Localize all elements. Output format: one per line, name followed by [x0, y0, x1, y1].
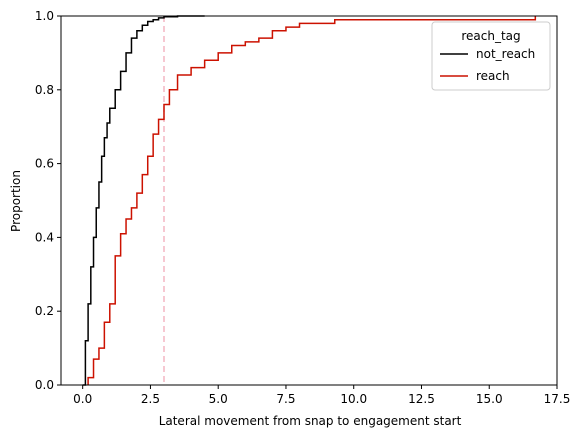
y-axis-label: Proportion — [9, 170, 23, 232]
legend-title: reach_tag — [461, 29, 520, 43]
x-tick-label: 5.0 — [209, 392, 228, 406]
plot-frame — [60, 15, 558, 386]
y-tick-label: 0.2 — [35, 304, 54, 318]
legend-box — [431, 21, 551, 91]
x-tick-label: 7.5 — [276, 392, 295, 406]
legend: reach_tag not_reach reach — [431, 21, 551, 91]
legend-label-not-reach: not_reach — [476, 47, 535, 61]
x-tick-label: 0.0 — [73, 392, 92, 406]
y-tick-label: 0.8 — [35, 83, 54, 97]
y-axis: 0.0 0.2 0.4 0.6 0.8 1.0 — [35, 9, 61, 392]
y-tick-label: 0.0 — [35, 378, 54, 392]
y-tick-label: 1.0 — [35, 9, 54, 23]
legend-label-reach: reach — [476, 69, 510, 83]
y-tick-label: 0.6 — [35, 157, 54, 171]
x-tick-label: 12.5 — [408, 392, 435, 406]
plot-area — [60, 15, 558, 386]
x-axis: 0.0 2.5 5.0 7.5 10.0 12.5 15.0 17.5 — [73, 385, 570, 406]
x-tick-label: 15.0 — [476, 392, 503, 406]
x-tick-label: 2.5 — [141, 392, 160, 406]
x-axis-label: Lateral movement from snap to engagement… — [159, 414, 462, 428]
x-tick-label: 17.5 — [544, 392, 571, 406]
y-tick-label: 0.4 — [35, 230, 54, 244]
series-line-reach — [87, 16, 537, 385]
x-tick-label: 10.0 — [340, 392, 367, 406]
series-line-not-reach — [82, 15, 205, 386]
